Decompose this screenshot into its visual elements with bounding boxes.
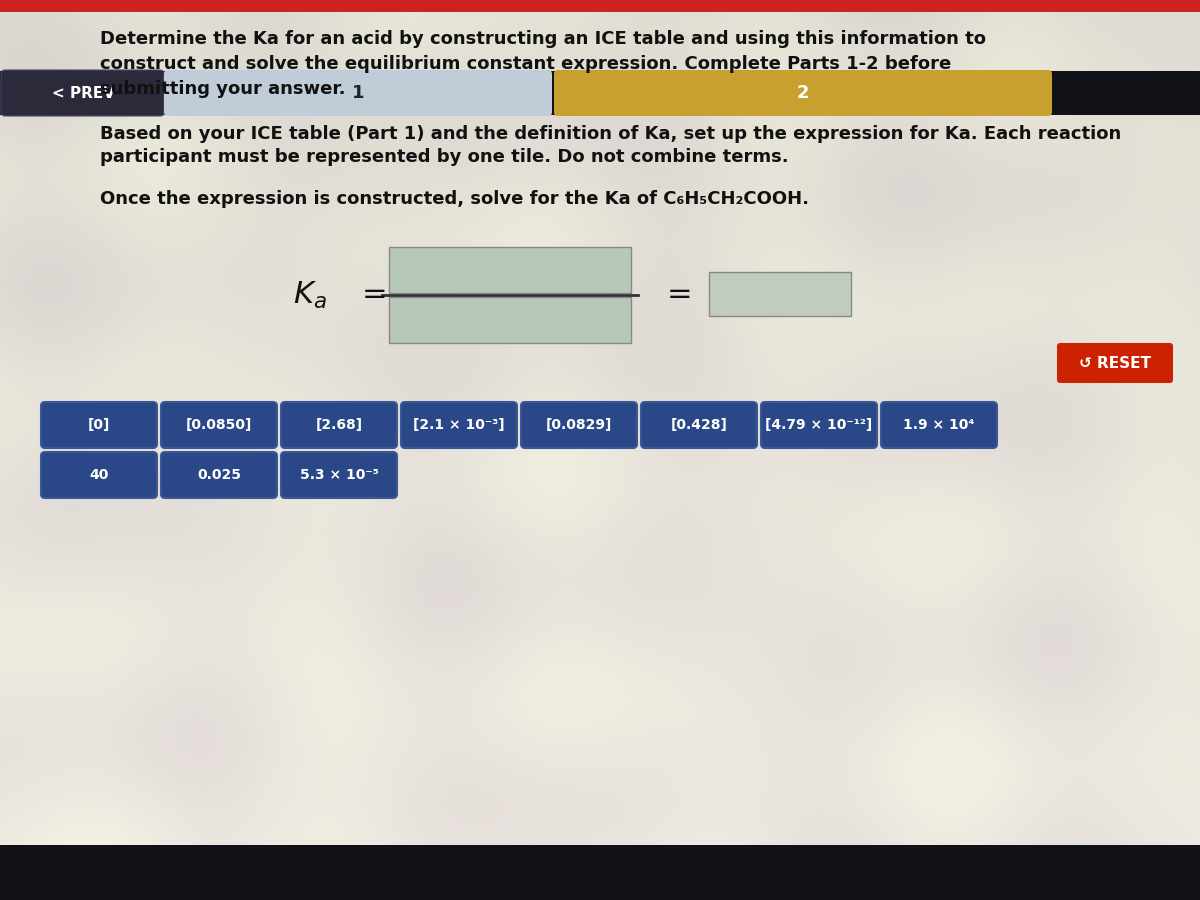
Text: [0]: [0] (88, 418, 110, 432)
FancyBboxPatch shape (164, 70, 552, 116)
Text: =: = (362, 281, 388, 310)
Bar (0, 845, 1200, 900)
FancyBboxPatch shape (641, 402, 757, 448)
Text: 1.9 × 10⁴: 1.9 × 10⁴ (904, 418, 974, 432)
Text: 5.3 × 10⁻⁵: 5.3 × 10⁻⁵ (300, 468, 378, 482)
Text: 40: 40 (89, 468, 109, 482)
Text: =: = (667, 281, 692, 310)
Text: ↺ RESET: ↺ RESET (1079, 356, 1151, 371)
FancyBboxPatch shape (1, 70, 164, 116)
FancyBboxPatch shape (389, 247, 631, 293)
Text: [0.428]: [0.428] (671, 418, 727, 432)
FancyBboxPatch shape (521, 402, 637, 448)
Text: 0.025: 0.025 (197, 468, 241, 482)
FancyBboxPatch shape (389, 297, 631, 343)
Text: < PREV: < PREV (52, 86, 114, 101)
Text: submitting your answer.: submitting your answer. (100, 80, 346, 98)
FancyBboxPatch shape (161, 452, 277, 498)
Text: [2.68]: [2.68] (316, 418, 362, 432)
Text: participant must be represented by one tile. Do not combine terms.: participant must be represented by one t… (100, 148, 788, 166)
FancyBboxPatch shape (281, 402, 397, 448)
FancyBboxPatch shape (281, 452, 397, 498)
Text: construct and solve the equilibrium constant expression. Complete Parts 1-2 befo: construct and solve the equilibrium cons… (100, 55, 952, 73)
Text: [2.1 × 10⁻³]: [2.1 × 10⁻³] (413, 418, 505, 432)
FancyBboxPatch shape (709, 272, 851, 316)
Text: 1: 1 (352, 84, 365, 102)
Text: [4.79 × 10⁻¹²]: [4.79 × 10⁻¹²] (766, 418, 872, 432)
Text: Based on your ICE table (Part 1) and the definition of Ka, set up the expression: Based on your ICE table (Part 1) and the… (100, 125, 1121, 143)
FancyBboxPatch shape (881, 402, 997, 448)
FancyBboxPatch shape (41, 452, 157, 498)
Text: 2: 2 (797, 84, 809, 102)
FancyBboxPatch shape (761, 402, 877, 448)
Text: [0.0829]: [0.0829] (546, 418, 612, 432)
FancyBboxPatch shape (401, 402, 517, 448)
Text: Once the expression is constructed, solve for the Ka of C₆H₅CH₂COOH.: Once the expression is constructed, solv… (100, 190, 809, 208)
FancyBboxPatch shape (554, 70, 1052, 116)
Bar (0, 71, 1200, 115)
Text: [0.0850]: [0.0850] (186, 418, 252, 432)
Bar (0, 0, 1200, 12)
Text: $K_a$: $K_a$ (293, 279, 326, 310)
Text: Determine the Ka for an acid by constructing an ICE table and using this informa: Determine the Ka for an acid by construc… (100, 30, 986, 48)
FancyBboxPatch shape (41, 402, 157, 448)
FancyBboxPatch shape (1057, 343, 1174, 383)
FancyBboxPatch shape (161, 402, 277, 448)
